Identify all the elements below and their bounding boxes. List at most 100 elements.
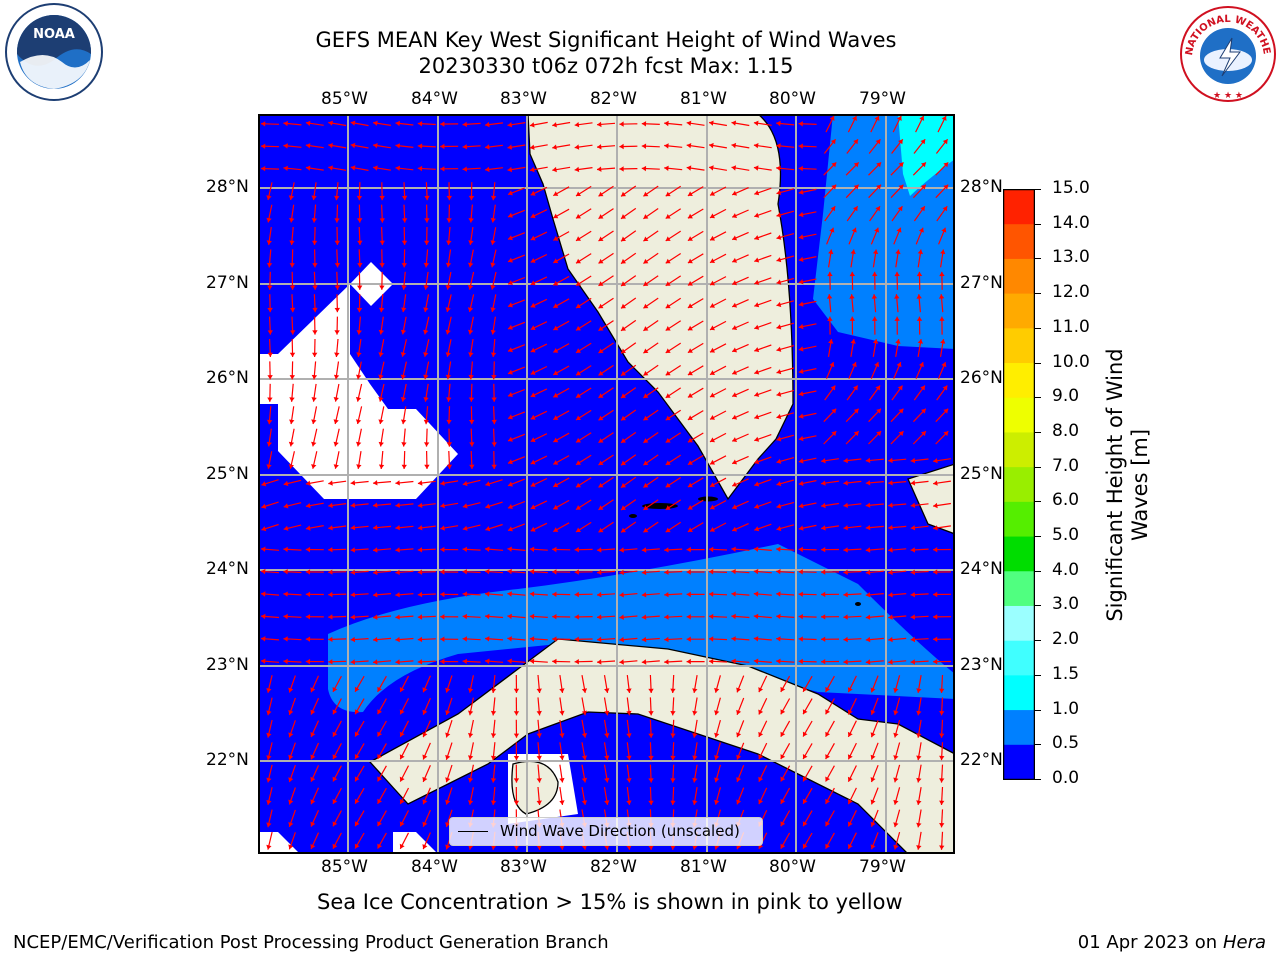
wave-direction-arrowhead (776, 636, 781, 642)
wave-direction-arrowhead (847, 687, 853, 693)
wave-direction-arrowhead (289, 285, 296, 290)
wave-direction-arrowhead (710, 370, 715, 375)
wave-direction-arrowhead (513, 800, 520, 805)
colorbar-tick-label: 0.5 (1052, 733, 1080, 754)
wave-direction-arrowhead (328, 547, 333, 553)
wave-direction-arrowhead (933, 502, 938, 509)
wave-direction-arrowhead (529, 636, 535, 642)
wave-direction-arrowhead (643, 415, 649, 421)
wave-direction-arrowhead (462, 525, 468, 531)
wave-direction-arrowhead (266, 217, 272, 223)
wave-direction-arrowhead (305, 503, 311, 509)
wave-direction-arrowhead (665, 415, 671, 421)
wave-direction-arrowhead (776, 369, 782, 375)
wave-direction-arrowhead (328, 614, 333, 620)
wave-direction-arrowhead (267, 375, 273, 380)
wave-direction-arrowhead (918, 227, 924, 233)
lat-label-right-22: 22°N (960, 750, 1003, 770)
wave-direction-arrowhead (853, 385, 858, 391)
wave-direction-arrowhead (422, 821, 428, 827)
wave-direction-arrowhead (941, 227, 947, 233)
wave-direction-arrowhead (328, 636, 333, 642)
wave-direction-arrowhead (310, 709, 316, 715)
wave-direction-arrowhead (621, 527, 626, 533)
wave-direction-arrowhead (378, 307, 385, 313)
colorbar-segment (1003, 327, 1035, 364)
legend-line-icon (458, 831, 488, 832)
wave-direction-arrowhead (874, 115, 880, 121)
lat-label-left-26: 26°N (206, 368, 249, 388)
wave-direction-arrowhead (940, 339, 946, 344)
wave-direction-arrowhead (888, 592, 893, 598)
wave-direction-arrowhead (798, 413, 804, 419)
wave-direction-arrowhead (310, 844, 316, 849)
wave-direction-arrowhead (802, 709, 808, 715)
wave-direction-arrowhead (283, 613, 288, 620)
footer-date: 01 Apr 2023 on Hera (1077, 932, 1266, 953)
wave-direction-arrowhead (598, 370, 604, 376)
lon-label-bottom-81: 81°W (680, 857, 727, 877)
wave-direction-arrowhead (754, 391, 760, 397)
lat-label-right-28: 28°N (960, 177, 1003, 197)
wave-direction-arrowhead (399, 776, 405, 782)
wave-direction-arrowhead (732, 302, 738, 308)
wave-direction-arrowhead (305, 569, 311, 575)
wave-direction-arrowhead (288, 195, 295, 200)
wave-direction-arrowhead (876, 431, 882, 437)
wave-direction-arrowhead (865, 525, 871, 531)
wave-direction-arrowhead (847, 776, 853, 782)
colorbar-tick-mark (1035, 362, 1041, 364)
colorbar-tick-label: 13.0 (1052, 247, 1090, 268)
wave-direction-arrowhead (821, 614, 826, 620)
wave-direction-arrowhead (283, 658, 288, 664)
wave-direction-arrowhead (692, 755, 698, 761)
wave-direction-arrowhead (507, 166, 513, 173)
wave-direction-arrowhead (469, 419, 475, 425)
wave-direction-arrowhead (373, 592, 378, 598)
wave-direction-arrowhead (350, 142, 356, 149)
bahamas-andros (907, 463, 955, 535)
colorbar-tick-label: 2.0 (1052, 629, 1080, 650)
wave-direction-arrowhead (328, 143, 333, 149)
wave-direction-arrowhead (798, 211, 804, 218)
wave-direction-arrowhead (261, 481, 267, 487)
wave-direction-arrowhead (754, 190, 760, 196)
wave-direction-arrowhead (576, 415, 581, 420)
wave-direction-arrowhead (553, 370, 559, 376)
wave-direction-arrowhead (898, 184, 904, 190)
wave-direction-arrowhead (687, 325, 693, 331)
wave-direction-arrowhead (553, 348, 559, 353)
wave-direction-arrowhead (798, 458, 804, 464)
wave-direction-arrowhead (576, 236, 581, 241)
wave-direction-arrowhead (665, 214, 671, 219)
wave-direction-arrowhead (780, 754, 786, 760)
wave-direction-arrowhead (687, 460, 693, 465)
wave-direction-arrowhead (692, 777, 698, 783)
wave-direction-arrowhead (581, 710, 588, 716)
wave-direction-arrowhead (559, 800, 565, 805)
wave-direction-arrowhead (665, 482, 671, 488)
colorbar-tick-mark (1035, 744, 1041, 746)
wave-direction-arrowhead (827, 271, 833, 277)
wave-direction-arrowhead (305, 143, 311, 149)
wave-direction-arrowhead (670, 733, 676, 738)
wave-direction-arrowhead (665, 258, 671, 264)
wave-direction-arrowhead (643, 505, 649, 510)
wave-direction-arrowhead (732, 526, 738, 532)
wave-direction-arrowhead (354, 731, 360, 737)
wave-direction-arrowhead (875, 206, 880, 212)
wave-direction-arrowhead (334, 218, 340, 223)
wave-direction-arrowhead (378, 352, 384, 357)
lat-label-right-26: 26°N (960, 368, 1003, 388)
wave-direction-arrowhead (536, 733, 542, 738)
wave-direction-arrowhead (508, 190, 513, 196)
wave-direction-arrowhead (490, 352, 497, 357)
wave-direction-arrowhead (665, 527, 671, 533)
wave-direction-arrowhead (574, 166, 580, 173)
wave-direction-arrowhead (619, 166, 624, 172)
wave-direction-arrowhead (289, 263, 295, 268)
wave-direction-arrowhead (507, 122, 513, 128)
wave-direction-arrowhead (847, 731, 853, 737)
wave-direction-arrowhead (798, 546, 803, 553)
wave-direction-arrowhead (305, 591, 311, 597)
